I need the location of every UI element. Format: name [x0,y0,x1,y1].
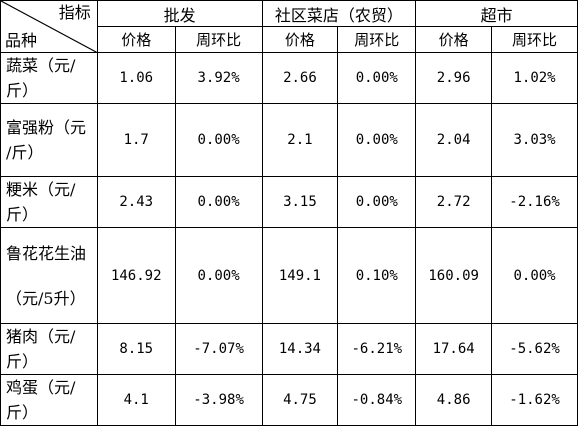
group-header-wholesale: 批发 [96,0,263,27]
corner-header-indicator: 指标 [58,3,91,22]
item-name-cell: 猪肉（元/ 斤） [0,323,98,375]
supermarket-change-cell: 0.00% [491,227,578,324]
wholesale-change-cell: 0.00% [174,227,263,324]
community-price-cell: 2.66 [261,52,339,104]
supermarket-price-cell: 160.09 [415,227,493,324]
table-row: 粳米（元/ 斤） 2.43 0.00% 3.15 0.00% 2.72 -2.1… [0,176,578,228]
item-name-cell: 鸡蛋（元/ 斤） [0,374,98,426]
item-name-cell: 蔬菜（元/ 斤） [0,52,98,104]
corner-header-cell: 指标 品种 [0,0,98,53]
item-name-cell: 粳米（元/ 斤） [0,176,98,228]
corner-header-variety: 品种 [5,31,38,50]
item-name: 鲁花花生油 [6,243,87,263]
wholesale-change-cell: 3.92% [174,52,263,104]
wholesale-change-cell: -3.98% [174,374,263,426]
community-change-cell: 0.00% [337,52,417,104]
sub-header-weekly-change: 周环比 [174,26,263,53]
item-name: 鸡蛋（元/ [6,378,76,397]
supermarket-change-cell: 3.03% [491,103,578,177]
community-change-cell: -6.21% [337,323,417,375]
wholesale-price-cell: 146.92 [96,227,176,324]
community-price-cell: 2.1 [261,103,339,177]
community-change-cell: -0.84% [337,374,417,426]
item-name-cell: 鲁花花生油 （元/5升） [0,227,98,324]
community-price-cell: 149.1 [261,227,339,324]
community-change-cell: 0.00% [337,103,417,177]
wholesale-price-cell: 4.1 [96,374,176,426]
supermarket-price-cell: 4.86 [415,374,493,426]
supermarket-price-cell: 2.72 [415,176,493,228]
supermarket-price-cell: 17.64 [415,323,493,375]
item-name: 蔬菜（元/ [6,56,76,75]
item-name: 粳米（元/ [6,180,76,199]
supermarket-price-cell: 2.96 [415,52,493,104]
sub-header-weekly-change: 周环比 [337,26,417,53]
item-unit: 斤） [6,352,39,371]
wholesale-change-cell: -7.07% [174,323,263,375]
diagonal-divider-line [1,1,98,53]
wholesale-price-cell: 1.06 [96,52,176,104]
table-row: 富强粉（元 /斤） 1.7 0.00% 2.1 0.00% 2.04 3.03% [0,103,578,177]
group-header-community-store: 社区菜店（农贸） [261,0,417,27]
item-unit: 斤） [6,81,39,100]
supermarket-price-cell: 2.04 [415,103,493,177]
item-name: 富强粉（元 [6,118,87,137]
wholesale-change-cell: 0.00% [174,176,263,228]
supermarket-change-cell: 1.02% [491,52,578,104]
wholesale-change-cell: 0.00% [174,103,263,177]
sub-header-price: 价格 [96,26,176,53]
wholesale-price-cell: 8.15 [96,323,176,375]
table-row: 猪肉（元/ 斤） 8.15 -7.07% 14.34 -6.21% 17.64 … [0,323,578,375]
supermarket-change-cell: -5.62% [491,323,578,375]
sub-header-price: 价格 [261,26,339,53]
table-row: 鲁花花生油 （元/5升） 146.92 0.00% 149.1 0.10% 16… [0,227,578,324]
table-row: 蔬菜（元/ 斤） 1.06 3.92% 2.66 0.00% 2.96 1.02… [0,52,578,104]
item-name-cell: 富强粉（元 /斤） [0,103,98,177]
community-price-cell: 14.34 [261,323,339,375]
community-price-cell: 3.15 [261,176,339,228]
item-unit: /斤） [6,143,44,162]
item-unit: 斤） [6,403,39,422]
community-change-cell: 0.00% [337,176,417,228]
group-header-supermarket: 超市 [415,0,578,27]
item-name: 猪肉（元/ [6,327,76,346]
wholesale-price-cell: 2.43 [96,176,176,228]
community-price-cell: 4.75 [261,374,339,426]
supermarket-change-cell: -1.62% [491,374,578,426]
header-group-row: 指标 品种 批发 社区菜店（农贸） 超市 [0,0,578,53]
sub-header-price: 价格 [415,26,493,53]
supermarket-change-cell: -2.16% [491,176,578,228]
item-unit: （元/5升） [6,288,86,308]
table-row: 鸡蛋（元/ 斤） 4.1 -3.98% 4.75 -0.84% 4.86 -1.… [0,374,578,426]
item-unit: 斤） [6,205,39,224]
community-change-cell: 0.10% [337,227,417,324]
sub-header-weekly-change: 周环比 [491,26,578,53]
wholesale-price-cell: 1.7 [96,103,176,177]
